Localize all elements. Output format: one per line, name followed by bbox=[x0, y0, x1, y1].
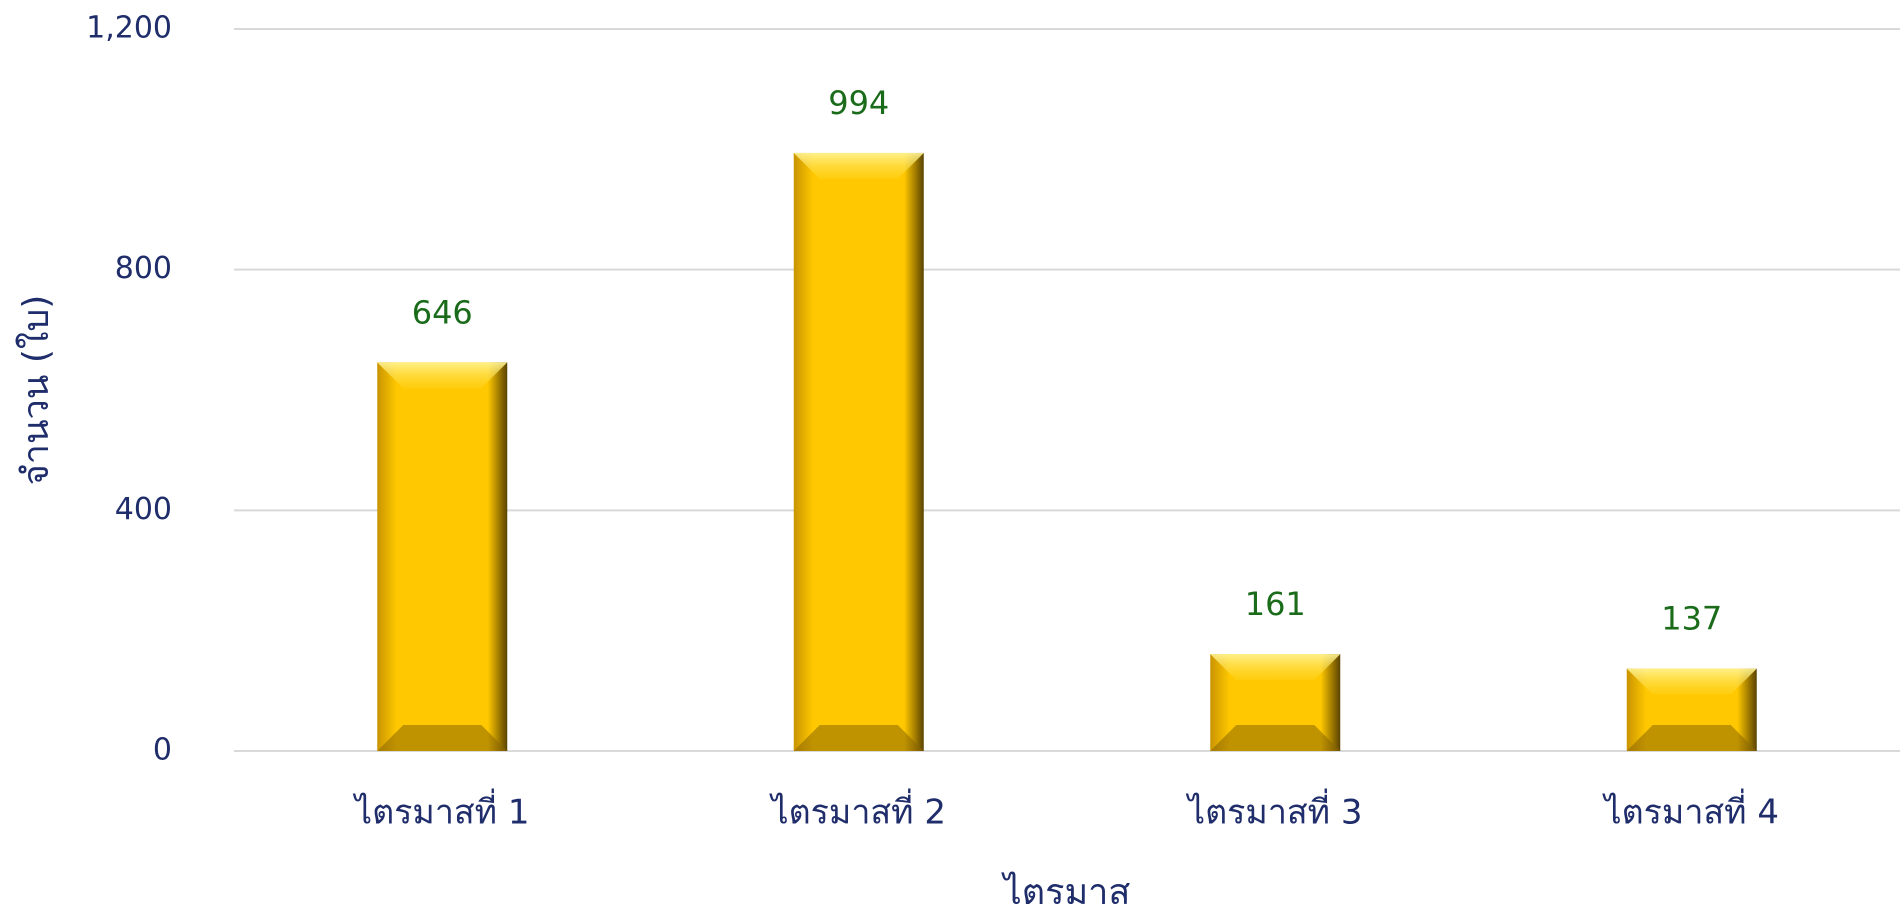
bar bbox=[377, 362, 508, 751]
y-tick-label: 400 bbox=[115, 492, 172, 527]
bar-bevel-bottom bbox=[1626, 725, 1757, 751]
x-axis-title: ไตรมาส bbox=[1001, 871, 1131, 913]
bar-bevel-top bbox=[1210, 654, 1341, 681]
value-label: 646 bbox=[412, 293, 473, 331]
bar-bevel-top bbox=[377, 362, 508, 389]
bar-bevel-top bbox=[793, 152, 924, 179]
x-tick-label: ไตรมาสที่ 2 bbox=[768, 789, 946, 833]
bar-bevel-bottom bbox=[793, 725, 924, 751]
bar-bevel-bottom bbox=[377, 725, 508, 751]
value-label: 994 bbox=[828, 84, 889, 122]
y-tick-label: 1,200 bbox=[86, 11, 172, 46]
y-tick-label: 800 bbox=[115, 251, 172, 286]
bar-bevel-top bbox=[1626, 668, 1757, 695]
y-axis-title: จำนวน (ใบ) bbox=[15, 295, 57, 486]
bar bbox=[793, 152, 924, 751]
x-tick-label: ไตรมาสที่ 3 bbox=[1185, 789, 1363, 833]
x-tick-label: ไตรมาสที่ 4 bbox=[1601, 789, 1779, 833]
value-label: 137 bbox=[1661, 600, 1722, 638]
bar-bevel-bottom bbox=[1210, 725, 1341, 751]
y-tick-label: 0 bbox=[153, 733, 172, 768]
value-label: 161 bbox=[1245, 585, 1306, 623]
x-tick-label: ไตรมาสที่ 1 bbox=[352, 789, 530, 833]
